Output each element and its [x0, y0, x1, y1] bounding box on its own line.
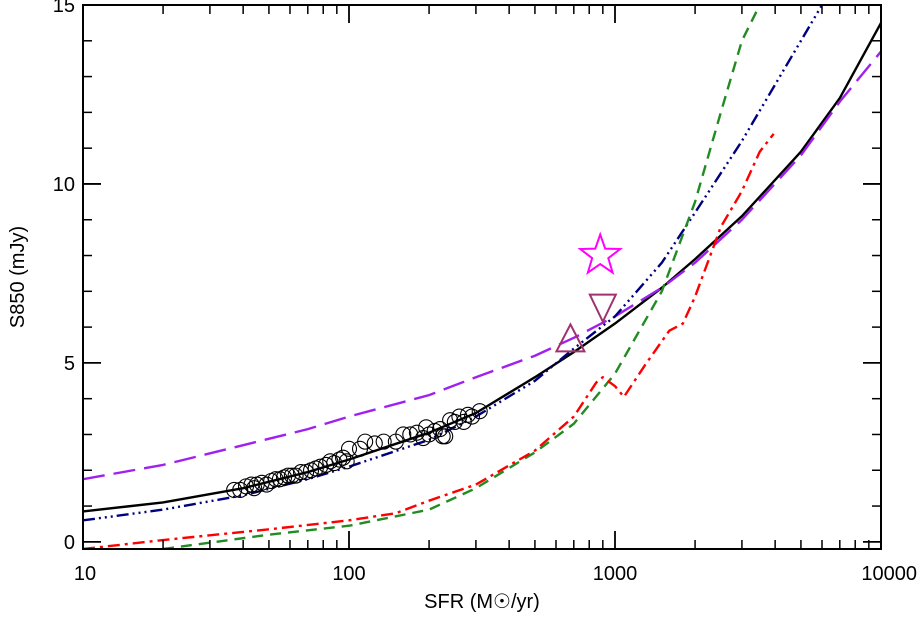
model-curve-2 [83, 50, 881, 481]
model-curve-1 [83, 22, 881, 513]
data-point [375, 433, 392, 450]
data-point [267, 471, 284, 488]
y-tick-label: 10 [53, 174, 75, 196]
data-point [395, 426, 412, 443]
data-point [338, 453, 355, 470]
data-point [446, 413, 463, 430]
x-tick-label: 10000 [861, 563, 917, 585]
data-point [292, 464, 310, 481]
model-curve-4 [162, 5, 761, 549]
data-point [408, 424, 425, 441]
model-curve-5 [83, 133, 775, 549]
data-point [335, 449, 352, 466]
data-point [279, 467, 297, 484]
star-marker [577, 231, 624, 275]
data-point [471, 403, 488, 420]
x-tick-label: 100 [332, 563, 365, 585]
plot-frame [82, 4, 882, 550]
data-point [357, 433, 374, 450]
data-point [226, 481, 243, 498]
data-point [451, 408, 468, 425]
y-tick-label: 15 [53, 0, 75, 17]
data-point [437, 428, 454, 445]
scatter-layer [226, 403, 488, 498]
data-point [287, 467, 304, 484]
data-point [402, 426, 419, 443]
y-tick-label: 0 [64, 532, 75, 554]
triangle-down-marker [588, 293, 618, 324]
x-axis-title: SFR (M☉/yr) [424, 591, 540, 613]
model-curve-3 [83, 5, 824, 522]
data-point [326, 455, 343, 472]
triangle-up-marker [554, 322, 587, 353]
data-point [340, 440, 358, 457]
y-axis-title: S850 (mJy) [7, 226, 29, 328]
y-tick-label: 5 [64, 353, 75, 375]
ticks-layer [82, 4, 882, 549]
data-point [366, 435, 383, 452]
marker-layer [554, 231, 624, 353]
data-point [418, 419, 435, 436]
data-point [415, 430, 432, 447]
data-point [421, 426, 438, 443]
labels-layer: 10 100 1000 10000 0 5 10 15 [53, 0, 917, 585]
x-tick-label: 10 [74, 563, 96, 585]
x-tick-label: 1000 [593, 563, 638, 585]
curves-layer [83, 5, 881, 549]
data-point [331, 451, 348, 468]
